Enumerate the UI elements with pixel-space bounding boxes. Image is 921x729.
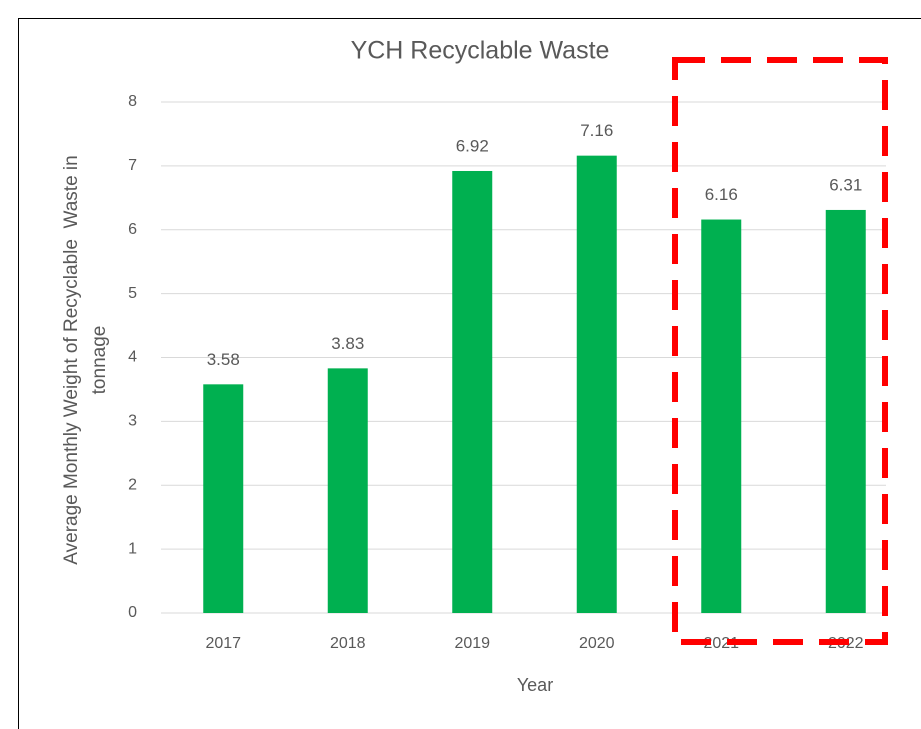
y-tick-label: 1 bbox=[128, 540, 137, 557]
y-tick-label: 6 bbox=[128, 221, 137, 238]
data-label: 6.16 bbox=[705, 185, 738, 204]
y-axis-label: Average Monthly Weight of Recyclable Was… bbox=[61, 155, 82, 564]
y-tick-label: 8 bbox=[128, 93, 137, 110]
y-axis-label: tonnage bbox=[89, 326, 110, 395]
bar bbox=[701, 219, 742, 613]
y-tick-label: 0 bbox=[128, 604, 137, 621]
bar bbox=[825, 209, 866, 614]
data-label: 7.16 bbox=[580, 121, 613, 140]
data-label: 3.58 bbox=[207, 350, 240, 369]
y-tick-label: 2 bbox=[128, 476, 137, 493]
y-tick-label: 5 bbox=[128, 285, 137, 302]
bar bbox=[203, 384, 244, 613]
x-tick-label: 2020 bbox=[579, 635, 615, 652]
y-tick-label: 7 bbox=[128, 157, 137, 174]
data-label: 3.83 bbox=[331, 334, 364, 353]
y-tick-label: 3 bbox=[128, 413, 137, 430]
chart-title: YCH Recyclable Waste bbox=[351, 37, 610, 65]
y-tick-label: 4 bbox=[128, 349, 137, 366]
bar bbox=[452, 170, 493, 614]
bar bbox=[576, 155, 617, 613]
data-label: 6.31 bbox=[829, 175, 862, 194]
x-tick-label: 2019 bbox=[454, 635, 490, 652]
x-axis-label: Year bbox=[517, 675, 553, 695]
x-tick-label: 2017 bbox=[205, 635, 241, 652]
data-label: 6.92 bbox=[456, 136, 489, 155]
highlight-box bbox=[672, 57, 888, 645]
x-tick-label: 2018 bbox=[330, 635, 366, 652]
bar bbox=[327, 368, 368, 613]
